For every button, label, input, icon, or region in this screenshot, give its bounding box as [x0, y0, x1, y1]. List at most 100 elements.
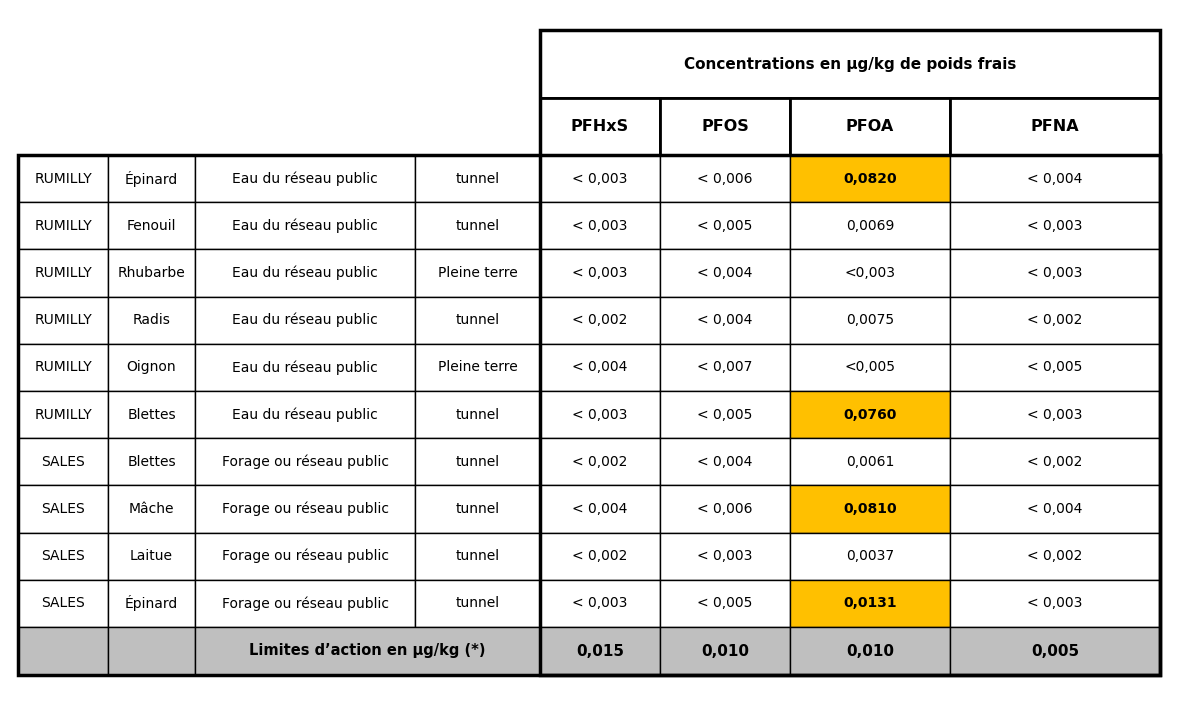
Bar [540, 202, 660, 249]
Bar [415, 580, 540, 627]
Bar [540, 580, 660, 627]
Text: < 0,003: < 0,003 [1027, 266, 1083, 280]
Bar [195, 344, 415, 391]
Text: tunnel: tunnel [456, 219, 500, 233]
Text: Eau du réseau public: Eau du réseau public [233, 407, 378, 422]
Text: tunnel: tunnel [456, 171, 500, 185]
Bar [195, 627, 540, 675]
Text: < 0,003: < 0,003 [573, 266, 627, 280]
Bar [790, 249, 950, 297]
Text: < 0,004: < 0,004 [697, 266, 752, 280]
Bar [107, 391, 195, 438]
Text: Concentrations en µg/kg de poids frais: Concentrations en µg/kg de poids frais [684, 57, 1016, 72]
Text: PFOS: PFOS [702, 119, 749, 134]
Bar [107, 249, 195, 297]
Text: < 0,002: < 0,002 [573, 455, 627, 469]
Text: Forage ou réseau public: Forage ou réseau public [222, 455, 389, 469]
Bar [415, 486, 540, 532]
Bar [18, 486, 107, 532]
Bar [950, 202, 1160, 249]
Bar [107, 627, 195, 675]
Bar [950, 249, 1160, 297]
Text: < 0,002: < 0,002 [1027, 549, 1083, 563]
Bar [660, 344, 790, 391]
Text: SALES: SALES [41, 596, 85, 610]
Text: 0,0760: 0,0760 [843, 408, 896, 421]
Bar [660, 202, 790, 249]
Bar [415, 391, 540, 438]
Bar [107, 580, 195, 627]
Text: 0,010: 0,010 [846, 644, 894, 658]
Bar [107, 155, 195, 202]
Text: Pleine terre: Pleine terre [438, 360, 517, 375]
Text: Forage ou réseau public: Forage ou réseau public [222, 596, 389, 610]
Text: 0,010: 0,010 [702, 644, 749, 658]
Bar [195, 486, 415, 532]
Text: < 0,006: < 0,006 [697, 502, 752, 516]
Text: < 0,005: < 0,005 [697, 408, 752, 421]
Bar [107, 344, 195, 391]
Bar [18, 438, 107, 486]
Bar [790, 98, 950, 155]
Bar [950, 155, 1160, 202]
Text: < 0,002: < 0,002 [1027, 313, 1083, 327]
Bar [195, 391, 415, 438]
Bar [790, 155, 950, 202]
Text: Rhubarbe: Rhubarbe [118, 266, 185, 280]
Text: tunnel: tunnel [456, 313, 500, 327]
Bar [195, 202, 415, 249]
Bar [195, 249, 415, 297]
Text: 0,0037: 0,0037 [846, 549, 894, 563]
Text: Fenouil: Fenouil [126, 219, 176, 233]
Text: < 0,003: < 0,003 [573, 596, 627, 610]
Bar [790, 297, 950, 344]
Text: 0,0075: 0,0075 [846, 313, 894, 327]
Text: 0,0069: 0,0069 [846, 219, 894, 233]
Text: 0,0820: 0,0820 [843, 171, 896, 185]
Bar [790, 438, 950, 486]
Bar [950, 391, 1160, 438]
Bar [540, 30, 1160, 675]
Text: Forage ou réseau public: Forage ou réseau public [222, 502, 389, 516]
Text: < 0,003: < 0,003 [573, 408, 627, 421]
Text: SALES: SALES [41, 549, 85, 563]
Text: < 0,002: < 0,002 [1027, 455, 1083, 469]
Bar [660, 438, 790, 486]
Bar [18, 627, 107, 675]
Bar [18, 155, 1160, 675]
Text: 0,015: 0,015 [576, 644, 624, 658]
Text: < 0,005: < 0,005 [1027, 360, 1083, 375]
Bar [660, 532, 790, 580]
Text: 0,0810: 0,0810 [843, 502, 896, 516]
Bar [660, 155, 790, 202]
Text: Mâche: Mâche [129, 502, 175, 516]
Text: 0,0061: 0,0061 [846, 455, 894, 469]
Bar [415, 249, 540, 297]
Bar [18, 391, 107, 438]
Bar [540, 249, 660, 297]
Bar [950, 486, 1160, 532]
Text: RUMILLY: RUMILLY [34, 408, 92, 421]
Text: PFOA: PFOA [846, 119, 894, 134]
Bar [540, 344, 660, 391]
Bar [790, 391, 950, 438]
Text: tunnel: tunnel [456, 549, 500, 563]
Bar [540, 155, 660, 202]
Text: < 0,004: < 0,004 [573, 360, 627, 375]
Bar [790, 627, 950, 675]
Bar [195, 155, 415, 202]
Bar [950, 438, 1160, 486]
Bar [950, 344, 1160, 391]
Text: < 0,003: < 0,003 [573, 219, 627, 233]
Text: Pleine terre: Pleine terre [438, 266, 517, 280]
Bar [790, 202, 950, 249]
Bar [660, 249, 790, 297]
Bar [950, 580, 1160, 627]
Bar [107, 486, 195, 532]
Text: Laitue: Laitue [130, 549, 172, 563]
Bar [660, 580, 790, 627]
Bar [660, 297, 790, 344]
Text: < 0,004: < 0,004 [697, 455, 752, 469]
Text: < 0,003: < 0,003 [1027, 596, 1083, 610]
Bar [540, 98, 660, 155]
